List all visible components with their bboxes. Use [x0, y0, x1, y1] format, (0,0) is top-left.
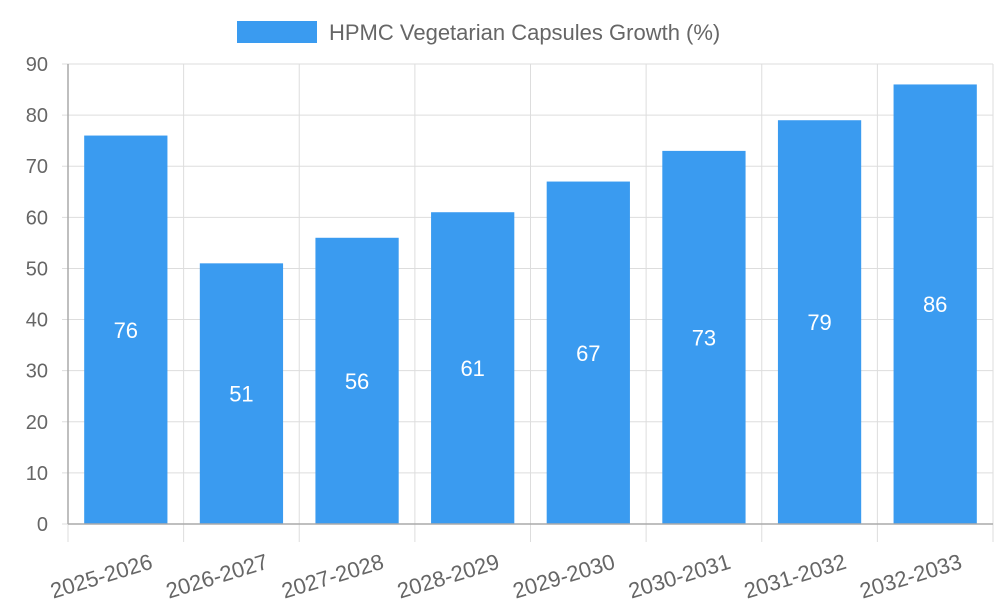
bar — [199, 263, 284, 524]
data-label: 76 — [114, 318, 138, 343]
bar — [777, 120, 862, 524]
x-tick-label: 2027-2028 — [279, 549, 387, 600]
x-tick-label: 2032-2033 — [857, 549, 965, 600]
data-label: 79 — [807, 310, 831, 335]
y-tick-label: 0 — [37, 514, 48, 536]
y-tick-label: 60 — [26, 207, 48, 229]
y-tick-label: 80 — [26, 105, 48, 127]
x-tick-label: 2030-2031 — [625, 549, 733, 600]
axes — [67, 64, 993, 525]
y-tick-label: 40 — [26, 310, 48, 332]
bar — [315, 237, 399, 524]
data-label: 56 — [345, 369, 369, 394]
data-label: 67 — [576, 341, 600, 366]
legend-swatch — [237, 21, 317, 43]
data-label: 86 — [923, 292, 947, 317]
y-tick-label: 20 — [26, 412, 48, 434]
x-tick-label: 2025-2026 — [47, 549, 155, 600]
x-tick-label: 2029-2030 — [510, 549, 618, 600]
bars — [84, 84, 977, 525]
legend-label: HPMC Vegetarian Capsules Growth (%) — [329, 20, 720, 45]
bar — [84, 135, 168, 525]
y-tick-label: 70 — [26, 156, 48, 178]
y-tick-label: 30 — [26, 361, 48, 383]
x-tick-label: 2028-2029 — [394, 549, 502, 600]
bar — [662, 150, 746, 524]
legend: HPMC Vegetarian Capsules Growth (%) — [237, 20, 720, 45]
data-label: 51 — [229, 382, 253, 407]
x-tick-label: 2031-2032 — [741, 549, 849, 600]
bar — [431, 212, 515, 524]
bar — [893, 84, 977, 524]
y-tick-label: 10 — [26, 463, 48, 485]
bar — [546, 181, 630, 525]
y-tick-label: 90 — [26, 54, 48, 76]
data-label: 61 — [460, 356, 484, 381]
x-tick-label: 2026-2027 — [163, 549, 271, 600]
data-label: 73 — [692, 325, 716, 350]
y-tick-label: 50 — [26, 258, 48, 280]
